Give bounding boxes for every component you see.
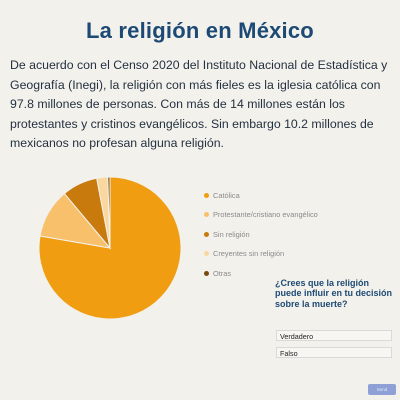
poll-question: ¿Crees que la religión puede influir en … bbox=[275, 278, 393, 309]
legend-item-0: Católica bbox=[204, 189, 318, 202]
legend-label: Creyentes sin religión bbox=[213, 249, 285, 259]
legend-item-4: Otras bbox=[204, 267, 318, 280]
legend-label: Protestante/cristiano evangélico bbox=[213, 210, 318, 220]
poll-option-falso[interactable]: Falso bbox=[276, 347, 392, 358]
intro-paragraph: De acuerdo con el Censo 2020 del Institu… bbox=[10, 58, 388, 150]
poll-option-verdadero[interactable]: Verdadero bbox=[276, 330, 392, 341]
chart-legend: Católica Protestante/cristiano evangélico… bbox=[204, 189, 318, 286]
legend-item-3: Creyentes sin religión bbox=[204, 247, 318, 260]
legend-swatch bbox=[204, 251, 209, 257]
legend-item-2: Sin religión bbox=[204, 228, 318, 241]
submit-button[interactable]: Send bbox=[368, 384, 396, 395]
religion-pie-chart bbox=[38, 176, 182, 320]
legend-label: Otras bbox=[213, 268, 232, 278]
page-title: La religión en México bbox=[86, 18, 314, 43]
legend-swatch bbox=[204, 231, 209, 237]
legend-swatch bbox=[204, 212, 209, 218]
legend-swatch bbox=[204, 270, 209, 276]
pie-slice-4 bbox=[107, 176, 111, 249]
legend-item-1: Protestante/cristiano evangélico bbox=[204, 208, 318, 221]
legend-label: Sin religión bbox=[213, 229, 250, 239]
legend-swatch bbox=[204, 193, 209, 198]
legend-label: Católica bbox=[213, 191, 240, 200]
